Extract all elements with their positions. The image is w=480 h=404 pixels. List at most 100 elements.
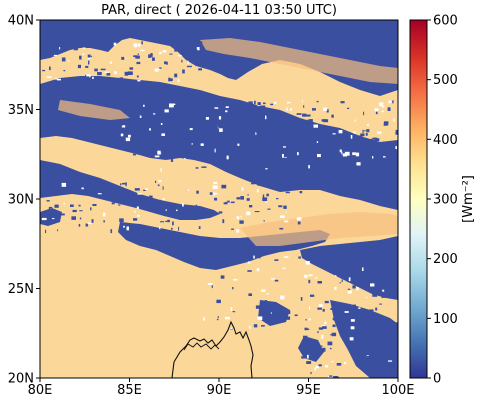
cloud-speckle xyxy=(395,131,398,135)
cloud-speckle xyxy=(223,202,228,205)
cloud-speckle xyxy=(147,154,153,157)
cloud-speckle xyxy=(348,277,351,282)
cloud-speckle xyxy=(265,115,267,120)
cloud-speckle xyxy=(205,117,209,120)
cloud-speckle xyxy=(366,129,370,133)
cloud-speckle xyxy=(354,119,356,122)
cloud-speckle xyxy=(174,206,179,210)
cloud-speckle xyxy=(350,326,355,330)
cloud-speckle xyxy=(369,309,374,312)
cloud-speckle xyxy=(258,163,263,166)
cloud-speckle xyxy=(82,53,85,55)
cloud-speckle xyxy=(120,133,124,137)
cloud-speckle xyxy=(372,156,374,159)
cloud-speckle xyxy=(356,162,361,166)
y-tick-label: 35N xyxy=(8,103,34,118)
cloud-speckle xyxy=(110,61,112,64)
cloud-speckle xyxy=(183,115,187,120)
cloud-speckle xyxy=(305,114,311,117)
cloud-speckle xyxy=(126,226,129,231)
cloud-speckle xyxy=(226,155,229,160)
cloud-speckle xyxy=(61,57,66,62)
cloud-speckle xyxy=(167,219,170,223)
cloud-speckle xyxy=(102,49,106,51)
cloud-speckle xyxy=(158,210,164,212)
cloud-speckle xyxy=(77,190,81,192)
cloud-speckle xyxy=(87,54,91,58)
cloud-speckle xyxy=(308,274,313,277)
delta-coastline xyxy=(183,342,220,351)
cloud-speckle xyxy=(395,146,397,150)
cloud-speckle xyxy=(344,151,350,156)
cloud-speckle xyxy=(266,129,269,134)
cloud-speckle xyxy=(260,105,266,109)
cloud-speckle xyxy=(168,78,173,82)
cloud-speckle xyxy=(216,318,219,321)
cloud-speckle xyxy=(347,107,350,109)
cloud-speckle xyxy=(92,76,94,79)
cloud-speckle xyxy=(240,216,243,218)
cloud-speckle xyxy=(227,200,230,203)
cloud-speckle xyxy=(352,285,356,289)
cloud-speckle xyxy=(336,363,342,366)
cloud-speckle xyxy=(104,71,109,73)
cloud-speckle xyxy=(271,138,276,142)
cloud-speckle xyxy=(236,108,240,111)
x-tick-label: 95E xyxy=(296,383,321,398)
cloud-region xyxy=(40,160,220,220)
cloud-speckle xyxy=(225,201,228,203)
cloud-speckle xyxy=(305,319,307,321)
cloud-speckle xyxy=(360,133,365,137)
cloud-speckle xyxy=(236,229,240,233)
cloud-speckle xyxy=(237,143,240,146)
cloud-speckle xyxy=(297,152,299,156)
cloud-speckle xyxy=(324,365,329,368)
cloud-speckle xyxy=(214,197,218,201)
cloud-speckle xyxy=(365,147,370,152)
cloud-speckle xyxy=(316,141,319,143)
cloud-speckle xyxy=(197,41,203,45)
cloud-speckle xyxy=(324,300,329,304)
cloud-speckle xyxy=(362,267,364,271)
cloud-speckle xyxy=(265,168,268,170)
cloud-speckle xyxy=(379,325,382,329)
cloud-speckle xyxy=(261,289,266,292)
cloud-cover-layer xyxy=(40,20,398,378)
cloud-speckle xyxy=(278,205,283,208)
cloud-speckle xyxy=(366,355,370,360)
cloud-speckle xyxy=(338,169,341,172)
cloud-speckle xyxy=(127,71,133,75)
cloud-speckle xyxy=(303,105,305,108)
cloud-speckle xyxy=(298,165,301,169)
cloud-speckle xyxy=(299,191,303,194)
cloud-speckle xyxy=(297,221,301,225)
cloud-speckle xyxy=(274,101,277,104)
cloud-speckle xyxy=(91,219,94,223)
cloud-speckle xyxy=(196,190,199,194)
x-tick-label: 100E xyxy=(381,383,414,398)
cloud-speckle xyxy=(49,66,51,71)
cloud-speckle xyxy=(303,335,308,339)
cloud-speckle xyxy=(257,184,259,186)
cloud-speckle xyxy=(375,307,378,311)
cloud-speckle xyxy=(353,131,356,134)
cloud-speckle xyxy=(317,167,321,170)
cloud-speckle xyxy=(67,186,72,191)
cloud-speckle xyxy=(270,103,274,106)
cloud-speckle xyxy=(308,279,311,284)
cloud-speckle xyxy=(189,128,193,131)
cloud-region xyxy=(40,76,398,210)
cloud-speckle xyxy=(301,356,305,359)
cloud-speckle xyxy=(79,210,83,212)
cloud-speckle xyxy=(137,214,140,217)
cloud-speckle xyxy=(159,67,162,69)
cloud-speckle xyxy=(57,45,61,48)
cloud-speckle xyxy=(217,316,219,318)
cloud-speckle xyxy=(176,209,178,212)
cloud-speckle xyxy=(42,69,46,72)
cloud-speckle xyxy=(177,153,181,157)
cloud-speckle xyxy=(220,275,225,279)
cloud-speckle xyxy=(392,100,394,104)
cloud-speckle xyxy=(218,146,222,150)
cloud-speckle xyxy=(318,144,321,148)
